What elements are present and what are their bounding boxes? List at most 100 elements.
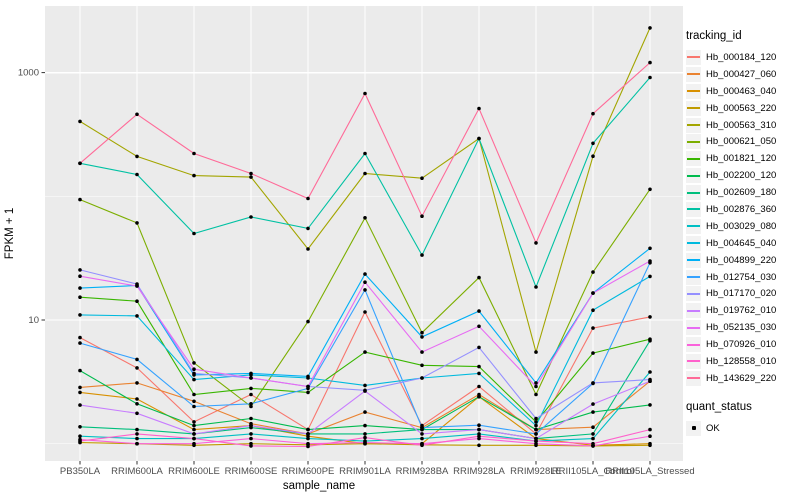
data-point-Hb_000184_120 bbox=[78, 335, 82, 340]
data-point-Hb_128558_010 bbox=[135, 432, 139, 436]
data-point-Hb_000463_040 bbox=[135, 397, 139, 401]
data-point-Hb_000621_050 bbox=[648, 187, 652, 192]
data-point-Hb_002609_180 bbox=[78, 425, 82, 429]
data-point-Hb_000427_060 bbox=[135, 381, 139, 385]
data-point-Hb_004899_220 bbox=[477, 309, 481, 313]
data-point-Hb_002200_120 bbox=[648, 403, 652, 407]
data-point-Hb_002200_120 bbox=[477, 394, 481, 399]
legend-line-icon bbox=[687, 377, 700, 380]
legend-item-label: Hb_000427_060 bbox=[706, 68, 777, 80]
legend-item-label: Hb_019762_010 bbox=[706, 305, 777, 317]
data-point-Hb_143629_220 bbox=[78, 161, 82, 166]
data-point-Hb_004645_040 bbox=[591, 308, 595, 313]
data-point-Hb_000563_310 bbox=[363, 171, 367, 176]
legend-item-Hb_143629_220: Hb_143629_220 bbox=[686, 370, 798, 387]
legend-item-Hb_002200_120: Hb_002200_120 bbox=[686, 167, 798, 184]
data-point-Hb_001821_120 bbox=[534, 420, 538, 424]
data-point-Hb_000184_120 bbox=[249, 392, 253, 397]
legend-key-swatch bbox=[686, 320, 701, 336]
legend-item-Hb_000563_310: Hb_000563_310 bbox=[686, 117, 798, 134]
data-point-Hb_143629_220 bbox=[135, 112, 139, 117]
legend-item-label: Hb_001821_120 bbox=[706, 153, 777, 165]
data-point-Hb_001821_120 bbox=[363, 350, 367, 354]
data-point-Hb_000621_050 bbox=[534, 392, 538, 397]
data-point-Hb_128558_010 bbox=[648, 427, 652, 432]
legend-item-label: Hb_012754_030 bbox=[706, 271, 777, 283]
data-point-Hb_052135_030 bbox=[420, 350, 424, 354]
legend-item-label: Hb_128558_010 bbox=[706, 355, 777, 367]
legend-item-Hb_000427_060: Hb_000427_060 bbox=[686, 66, 798, 83]
legend-item-label: Hb_000184_120 bbox=[706, 51, 777, 63]
legend-item-label: OK bbox=[706, 422, 720, 434]
data-point-Hb_000184_120 bbox=[363, 310, 367, 314]
legend-item-label: Hb_052135_030 bbox=[706, 322, 777, 334]
data-point-Hb_002609_180 bbox=[648, 338, 652, 343]
data-point-Hb_017170_020 bbox=[192, 371, 196, 376]
plot-panel bbox=[45, 6, 683, 461]
data-point-Hb_000621_050 bbox=[135, 221, 139, 225]
data-point-Hb_143629_220 bbox=[363, 91, 367, 96]
data-point-Hb_019762_010 bbox=[591, 402, 595, 406]
data-point-Hb_000563_310 bbox=[591, 154, 595, 158]
data-point-Hb_002876_360 bbox=[249, 215, 253, 219]
legend-key-swatch bbox=[686, 252, 701, 268]
legend-key-swatch bbox=[686, 168, 701, 184]
x-tick-label: RRIM928BA bbox=[396, 466, 449, 477]
data-point-Hb_004899_220 bbox=[534, 381, 538, 385]
x-tick-label: RRIM928LE bbox=[510, 466, 562, 477]
data-point-Hb_012754_030 bbox=[420, 425, 424, 430]
data-point-Hb_003029_080 bbox=[648, 370, 652, 374]
legend-item-Hb_000621_050: Hb_000621_050 bbox=[686, 133, 798, 150]
legend-key-swatch bbox=[686, 83, 701, 99]
data-point-Hb_004645_040 bbox=[534, 423, 538, 428]
data-point-Hb_000621_050 bbox=[363, 216, 367, 220]
data-point-Hb_000621_050 bbox=[192, 361, 196, 365]
data-point-Hb_143629_220 bbox=[249, 171, 253, 176]
legend-key-swatch bbox=[686, 201, 701, 217]
legend-line-icon bbox=[687, 326, 700, 329]
legend-item-label: Hb_143629_220 bbox=[706, 372, 777, 384]
legend-key-swatch bbox=[686, 185, 701, 201]
data-point-Hb_000427_060 bbox=[363, 410, 367, 414]
legend-line-icon bbox=[687, 174, 700, 177]
data-point-Hb_143629_220 bbox=[420, 214, 424, 218]
data-point-Hb_012754_030 bbox=[192, 404, 196, 409]
data-point-Hb_052135_030 bbox=[477, 324, 481, 329]
legend-key-swatch bbox=[686, 286, 701, 302]
legend-line-icon bbox=[687, 73, 700, 76]
data-point-Hb_017170_020 bbox=[534, 416, 538, 421]
y-tick-label: 10 bbox=[28, 315, 39, 326]
legend-item-label: Hb_003029_080 bbox=[706, 220, 777, 232]
legend-key-swatch bbox=[686, 235, 701, 251]
data-point-Hb_000184_120 bbox=[648, 315, 652, 319]
data-point-Hb_000563_310 bbox=[78, 119, 82, 124]
data-point-Hb_017170_020 bbox=[78, 268, 82, 272]
legend-key-swatch bbox=[686, 420, 701, 436]
data-point-Hb_128558_010 bbox=[420, 443, 424, 448]
legend-item-Hb_052135_030: Hb_052135_030 bbox=[686, 319, 798, 336]
data-point-Hb_019762_010 bbox=[420, 432, 424, 436]
legend-line-icon bbox=[687, 225, 700, 228]
legend-line-icon bbox=[687, 309, 700, 312]
data-point-Hb_019762_010 bbox=[306, 432, 310, 436]
data-point-Hb_004645_040 bbox=[192, 377, 196, 382]
data-point-Hb_001821_120 bbox=[477, 364, 481, 369]
x-tick-label: RRIM600LA bbox=[111, 466, 163, 477]
data-point-Hb_004899_220 bbox=[249, 371, 253, 376]
data-point-Hb_019762_010 bbox=[249, 423, 253, 428]
data-point-Hb_070926_010 bbox=[249, 436, 253, 441]
data-point-Hb_070926_010 bbox=[135, 441, 139, 446]
data-point-Hb_001821_120 bbox=[78, 295, 82, 300]
data-point-Hb_002876_360 bbox=[477, 136, 481, 141]
data-point-Hb_052135_030 bbox=[591, 291, 595, 295]
data-point-Hb_128558_010 bbox=[591, 441, 595, 446]
legend-item-label: Hb_002200_120 bbox=[706, 170, 777, 182]
legend-item-label: Hb_002609_180 bbox=[706, 187, 777, 199]
legend-quant-status-block: quant_status OK bbox=[686, 401, 798, 437]
data-point-Hb_012754_030 bbox=[78, 341, 82, 345]
data-point-Hb_002876_360 bbox=[534, 285, 538, 289]
legend-line-icon bbox=[687, 259, 700, 262]
legend-item-Hb_070926_010: Hb_070926_010 bbox=[686, 336, 798, 353]
data-point-Hb_004645_040 bbox=[648, 274, 652, 279]
